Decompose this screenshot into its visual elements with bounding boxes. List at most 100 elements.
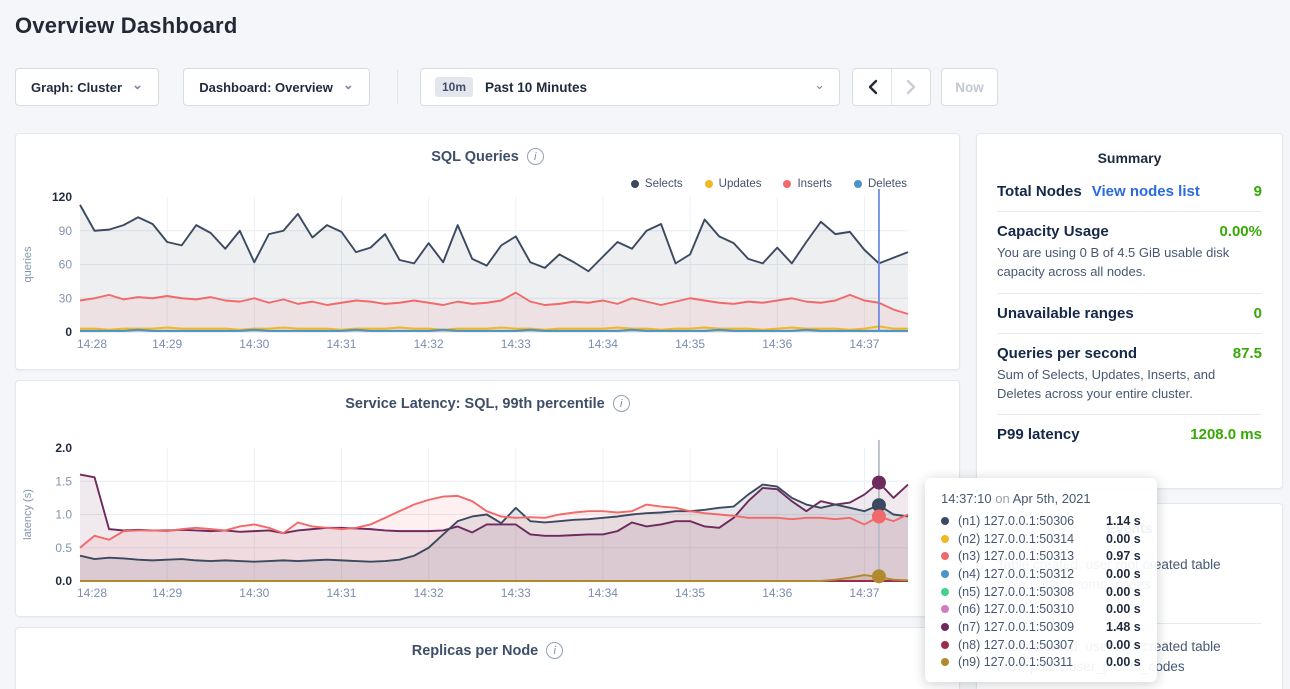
tooltip-row: (n6) 127.0.0.1:50310 0.00 s bbox=[941, 600, 1141, 618]
svg-text:14:30: 14:30 bbox=[239, 586, 269, 600]
legend-item-updates[interactable]: Updates bbox=[704, 178, 762, 190]
svg-text:14:31: 14:31 bbox=[326, 586, 356, 600]
tooltip-node-value: 1.48 s bbox=[1106, 619, 1141, 634]
tooltip-node-value: 0.00 s bbox=[1106, 637, 1141, 652]
chevron-right-icon bbox=[906, 79, 915, 95]
legend-item-deletes[interactable]: Deletes bbox=[854, 178, 907, 190]
node-color-dot bbox=[941, 605, 949, 614]
tooltip-row: (n2) 127.0.0.1:50314 0.00 s bbox=[941, 530, 1141, 548]
summary-description: Sum of Selects, Updates, Inserts, and De… bbox=[997, 366, 1216, 401]
dashboard-dropdown[interactable]: Dashboard: Overview ⌄ bbox=[183, 68, 370, 106]
time-range-dropdown[interactable]: 10m Past 10 Minutes ⌄ bbox=[420, 68, 840, 106]
time-prev-button[interactable] bbox=[853, 69, 891, 105]
tooltip-node-value: 1.14 s bbox=[1106, 513, 1141, 528]
svg-text:14:29: 14:29 bbox=[152, 337, 182, 351]
svg-text:14:36: 14:36 bbox=[762, 337, 792, 351]
svg-text:1.5: 1.5 bbox=[55, 474, 72, 488]
tooltip-row: (n9) 127.0.0.1:50311 0.00 s bbox=[941, 654, 1141, 672]
tooltip-node-label: (n1) 127.0.0.1:50306 bbox=[958, 513, 1075, 528]
svg-text:14:37: 14:37 bbox=[849, 586, 879, 600]
svg-text:14:31: 14:31 bbox=[326, 337, 356, 351]
info-icon[interactable]: i bbox=[526, 148, 544, 165]
now-button[interactable]: Now bbox=[941, 68, 998, 106]
chevron-down-icon: ⌄ bbox=[132, 77, 143, 92]
tooltip-row: (n3) 127.0.0.1:50313 0.97 s bbox=[941, 547, 1141, 565]
node-color-dot bbox=[941, 552, 949, 561]
time-next-button[interactable] bbox=[891, 69, 930, 105]
svg-text:14:32: 14:32 bbox=[414, 337, 444, 351]
svg-text:14:36: 14:36 bbox=[762, 586, 792, 600]
summary-title: Summary bbox=[1097, 150, 1162, 166]
summary-label: Total Nodes bbox=[997, 183, 1082, 200]
tooltip-node-label: (n7) 127.0.0.1:50309 bbox=[958, 619, 1075, 634]
summary-label: Capacity Usage bbox=[997, 223, 1109, 240]
tooltip-node-value: 0.00 s bbox=[1106, 584, 1141, 599]
svg-text:14:33: 14:33 bbox=[501, 337, 531, 351]
summary-row: Capacity Usage 0.00% You are using 0 B of … bbox=[997, 211, 1262, 293]
chart-title-service-latency: Service Latency: SQL, 99th percentile bbox=[345, 395, 605, 412]
svg-text:1.0: 1.0 bbox=[55, 508, 72, 522]
tooltip-node-label: (n3) 127.0.0.1:50313 bbox=[958, 549, 1075, 564]
svg-text:14:32: 14:32 bbox=[414, 586, 444, 600]
service-latency-panel: Service Latency: SQL, 99th percentile i … bbox=[15, 380, 960, 617]
tooltip-node-value: 0.97 s bbox=[1106, 549, 1141, 564]
chevron-down-icon: ⌄ bbox=[342, 77, 354, 92]
chart-title-sql-queries: SQL Queries bbox=[431, 148, 519, 165]
legend-item-inserts[interactable]: Inserts bbox=[783, 178, 832, 190]
tooltip-timestamp: 14:37:10 on Apr 5th, 2021 bbox=[941, 491, 1091, 506]
tooltip-row: (n8) 127.0.0.1:50307 0.00 s bbox=[941, 636, 1141, 654]
svg-text:90: 90 bbox=[59, 224, 73, 238]
tooltip-node-value: 0.00 s bbox=[1106, 566, 1141, 581]
svg-text:0.0: 0.0 bbox=[55, 574, 72, 588]
summary-panel: Summary Total Nodes View nodes list 9 Capac… bbox=[976, 133, 1283, 489]
node-color-dot bbox=[941, 658, 949, 667]
legend-dot bbox=[630, 180, 639, 188]
legend-label: Updates bbox=[718, 178, 762, 190]
legend-item-selects[interactable]: Selects bbox=[630, 178, 683, 190]
service-latency-chart[interactable]: 14:28 14:29 14:30 14:31 14:32 14:33 14:34 14:35… bbox=[17, 423, 960, 605]
dashboard-dropdown-label: Dashboard: Overview bbox=[199, 79, 333, 95]
graph-dropdown[interactable]: Graph: Cluster ⌄ bbox=[15, 68, 159, 106]
svg-text:14:35: 14:35 bbox=[675, 586, 705, 600]
svg-text:latency (s): latency (s) bbox=[22, 489, 34, 540]
summary-value: 9 bbox=[1253, 183, 1262, 200]
svg-text:14:30: 14:30 bbox=[239, 337, 269, 351]
view-nodes-link[interactable]: View nodes list bbox=[1091, 183, 1200, 200]
chevron-left-icon bbox=[868, 79, 877, 95]
info-icon[interactable]: i bbox=[546, 642, 564, 659]
chart-legend: Selects Updates Inserts Deletes bbox=[630, 178, 907, 190]
svg-text:14:29: 14:29 bbox=[152, 586, 182, 600]
summary-value: 0 bbox=[1253, 304, 1262, 322]
chart-title-replicas-per-node: Replicas per Node bbox=[411, 642, 539, 659]
sql-queries-panel: SQL Queries i Selects Updates Inserts Delet… bbox=[15, 133, 960, 370]
node-color-dot bbox=[941, 640, 949, 649]
tooltip-row: (n1) 127.0.0.1:50306 1.14 s bbox=[941, 512, 1141, 530]
time-pager bbox=[852, 68, 931, 106]
legend-label: Selects bbox=[644, 178, 683, 190]
summary-label: P99 latency bbox=[997, 426, 1080, 444]
node-color-dot bbox=[941, 516, 949, 525]
legend-dot bbox=[783, 180, 792, 188]
svg-text:14:34: 14:34 bbox=[588, 337, 618, 351]
node-color-dot bbox=[941, 534, 949, 543]
tooltip-row: (n5) 127.0.0.1:50308 0.00 s bbox=[941, 583, 1141, 601]
svg-text:0.5: 0.5 bbox=[55, 541, 72, 555]
node-color-dot bbox=[941, 569, 949, 578]
summary-row: Queries per second 87.5 Sum of Selects, Up… bbox=[997, 332, 1262, 415]
svg-text:14:35: 14:35 bbox=[675, 337, 705, 351]
tooltip-row: (n4) 127.0.0.1:50312 0.00 s bbox=[941, 565, 1141, 583]
info-icon[interactable]: i bbox=[612, 395, 630, 412]
tooltip-row: (n7) 127.0.0.1:50309 1.48 s bbox=[941, 618, 1141, 636]
toolbar-divider bbox=[397, 70, 398, 104]
sql-queries-chart[interactable]: 14:28 14:29 14:30 14:31 14:32 14:33 14:34 14:35… bbox=[17, 182, 960, 357]
node-color-dot bbox=[941, 622, 949, 631]
chevron-down-icon: ⌄ bbox=[814, 77, 825, 92]
summary-label: Unavailable ranges bbox=[997, 304, 1134, 322]
summary-row: P99 latency 1208.0 ms bbox=[997, 414, 1262, 454]
time-range-badge: 10m bbox=[435, 77, 474, 97]
tooltip-node-label: (n6) 127.0.0.1:50310 bbox=[958, 602, 1075, 617]
tooltip-node-label: (n5) 127.0.0.1:50308 bbox=[958, 584, 1075, 599]
graph-dropdown-label: Graph: Cluster bbox=[31, 79, 123, 95]
time-range-label: Past 10 Minutes bbox=[485, 79, 588, 95]
tooltip-node-value: 0.00 s bbox=[1106, 655, 1141, 670]
